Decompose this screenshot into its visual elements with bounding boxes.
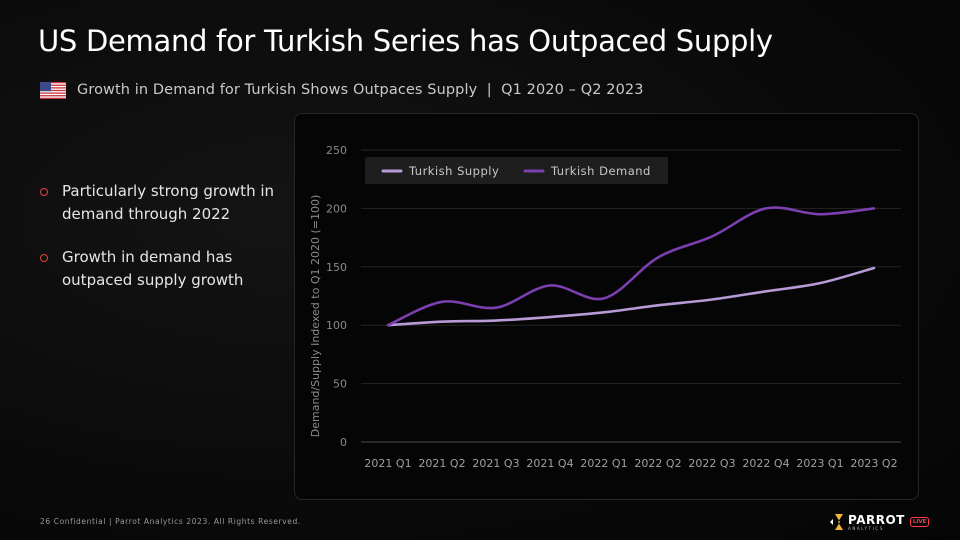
slide-title: US Demand for Turkish Series has Outpace… [38,24,773,58]
data-point [711,235,713,237]
bullet-text: Growth in demand has outpaced supply gro… [62,248,244,289]
logo-word: PARROT [848,512,905,527]
data-point [603,297,605,299]
x-tick-label: 2021 Q4 [526,457,573,470]
data-point [819,282,821,284]
y-tick-label: 250 [326,144,347,157]
x-tick-label: 2022 Q3 [688,457,735,470]
y-axis-label: Demand/Supply Indexed to Q1 2020 (=100) [309,195,322,438]
y-tick-label: 150 [326,261,347,274]
x-tick-label: 2021 Q3 [472,457,519,470]
data-point [873,267,875,269]
bullet-circle-icon [40,188,48,196]
data-point [441,320,443,322]
data-point [549,316,551,318]
data-point [819,213,821,215]
slide-subtitle: Growth in Demand for Turkish Shows Outpa… [77,82,644,98]
legend-label: Turkish Supply [408,164,499,178]
x-tick-label: 2022 Q4 [742,457,789,470]
x-tick-label: 2022 Q2 [634,457,681,470]
logo-subtext: ANALYTICS [848,525,884,531]
data-point [549,284,551,286]
legend-label: Turkish Demand [550,164,651,178]
bullet-circle-icon [40,254,48,262]
y-tick-label: 100 [326,319,347,332]
x-tick-label: 2023 Q1 [796,457,843,470]
data-point [765,290,767,292]
x-tick-label: 2021 Q2 [418,457,465,470]
bullet-item: Particularly strong growth in demand thr… [38,180,288,226]
data-point [711,298,713,300]
turkish-supply-line [386,266,876,327]
y-tick-label: 200 [326,202,347,215]
footer-text: 26 Confidential | Parrot Analytics 2023.… [40,517,301,526]
data-point [873,207,875,209]
y-tick-label: 50 [333,378,347,391]
data-point [495,306,497,308]
logo-text: PARROT ANALYTICS [848,514,905,531]
line-chart: 0 50 100 150 200 250 2021 Q1 2021 Q2 2021 Q3 2021… [309,144,901,470]
bullet-item: Growth in demand has outpaced supply gro… [38,246,288,292]
data-point [765,207,767,209]
data-point [603,311,605,313]
data-point [387,324,389,326]
x-tick-label: 2023 Q2 [850,457,897,470]
bullet-list: Particularly strong growth in demand thr… [38,180,288,312]
chart-panel: 0 50 100 150 200 250 2021 Q1 2021 Q2 2021 Q3 2021… [294,113,919,500]
parrot-logo-icon [830,514,843,530]
data-point [657,256,659,258]
x-tick-label: 2022 Q1 [580,457,627,470]
us-flag-icon [40,81,66,99]
y-tick-label: 0 [340,436,347,449]
bullet-text: Particularly strong growth in demand thr… [62,182,275,223]
subtitle-row: Growth in Demand for Turkish Shows Outpa… [40,80,644,100]
live-badge: LIVE [909,517,930,527]
legend-box [365,157,668,184]
parrot-analytics-logo: PARROT ANALYTICS LIVE [830,511,930,533]
data-point [495,319,497,321]
data-point [657,304,659,306]
x-tick-label: 2021 Q1 [364,457,411,470]
data-point [441,301,443,303]
turkish-demand-line [386,206,876,327]
